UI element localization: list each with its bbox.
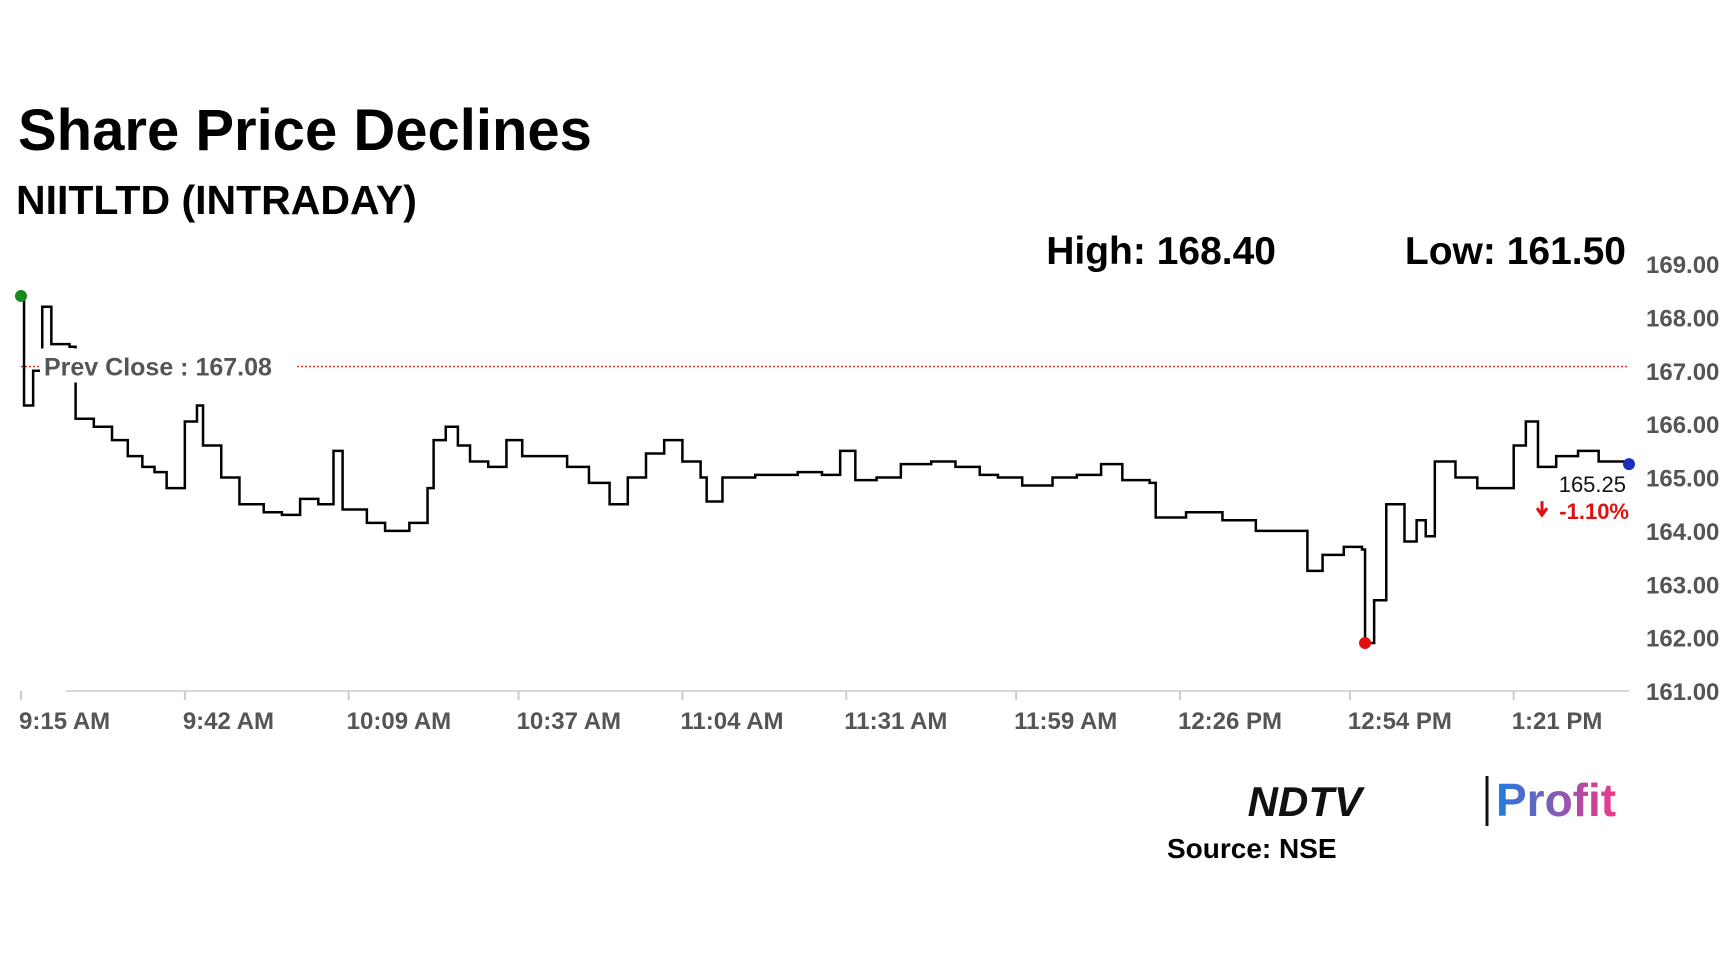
x-tick-label: 11:59 AM xyxy=(1014,708,1117,735)
x-tick-label: 12:26 PM xyxy=(1178,708,1282,735)
plot-area: 161.00 162.00 163.00 164.00 165.00 166.00 167.… xyxy=(15,252,1719,735)
prev-close-label-bg xyxy=(40,348,296,383)
change-label: -1.10% xyxy=(1559,499,1629,524)
low-marker xyxy=(1359,636,1372,649)
x-tick-label: 10:37 AM xyxy=(517,708,621,735)
x-tick-label: 11:31 AM xyxy=(844,708,947,735)
y-tick-label: 162.00 xyxy=(1646,626,1719,653)
y-tick-label: 167.00 xyxy=(1646,359,1719,386)
x-tick-label: 1:21 PM xyxy=(1512,708,1603,735)
x-tick-label: 11:04 AM xyxy=(680,708,783,735)
source: Source: NSE xyxy=(1167,833,1337,864)
down-arrow xyxy=(1535,501,1549,518)
logo-profit: Profit xyxy=(1496,774,1616,826)
high-label: High: 168.40 xyxy=(1046,230,1276,273)
chart-title: Share Price Declines xyxy=(18,98,592,163)
y-tick-label: 164.00 xyxy=(1646,519,1719,546)
y-tick-label: 161.00 xyxy=(1646,679,1719,706)
y-tick-label: 165.00 xyxy=(1646,466,1719,493)
logo-ndtv: NDTV xyxy=(1248,778,1365,825)
price-line xyxy=(21,294,1631,645)
y-tick-label: 166.00 xyxy=(1646,412,1719,439)
chart-subtitle: NIITLTD (INTRADAY) xyxy=(16,177,417,223)
y-tick-label: 168.00 xyxy=(1646,305,1719,332)
y-tick-label: 163.00 xyxy=(1646,572,1719,599)
end-marker xyxy=(1623,458,1635,471)
x-tick-label: 12:54 PM xyxy=(1348,708,1452,735)
prev-close-label: Prev Close : 167.08 xyxy=(44,353,272,381)
end-value-label: 165.25 xyxy=(1559,472,1626,497)
low-label: Low: 161.50 xyxy=(1405,230,1626,273)
y-tick-label: 169.00 xyxy=(1646,252,1719,279)
x-tick-label: 10:09 AM xyxy=(347,708,451,735)
x-tick-label: 9:42 AM xyxy=(183,708,274,735)
x-tick-label: 9:15 AM xyxy=(19,708,110,735)
start-marker xyxy=(15,290,27,303)
